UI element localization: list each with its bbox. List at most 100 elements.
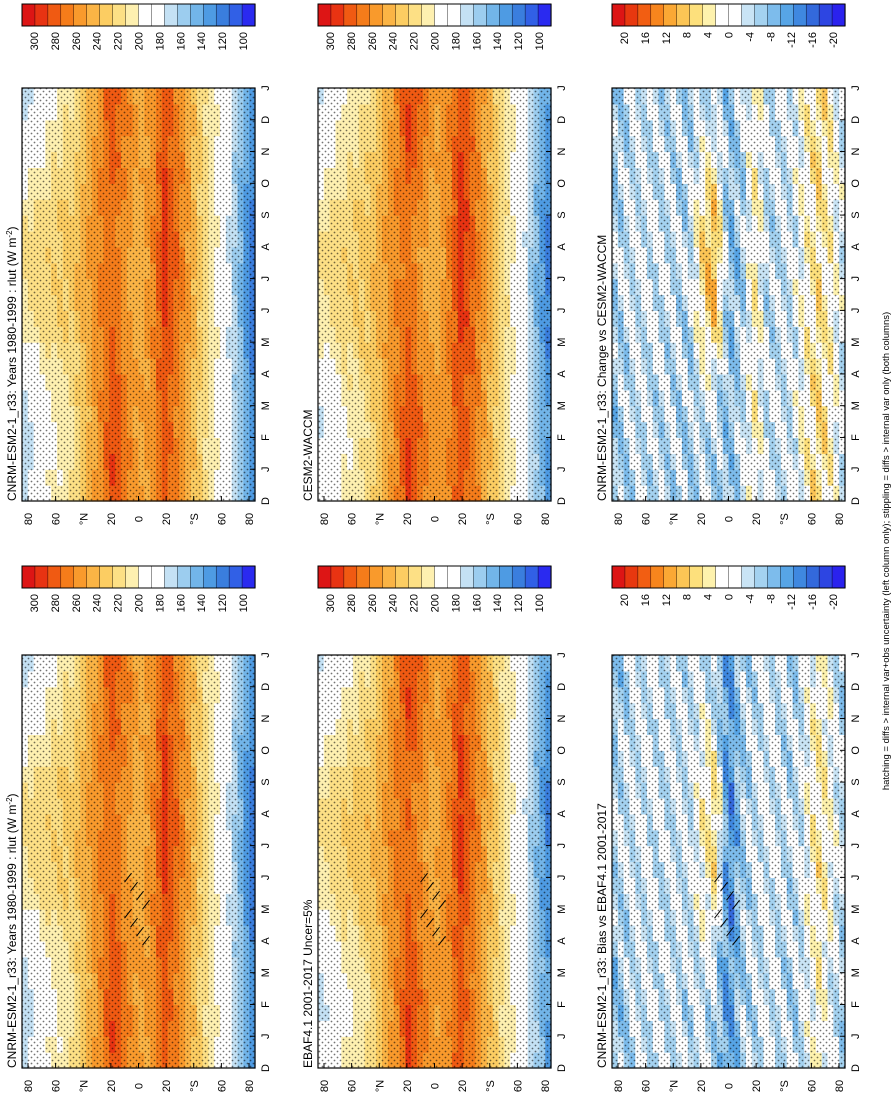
colorbar-swatch [473, 565, 487, 589]
colorbar-swatch [177, 565, 191, 589]
panel-model2: 80 60 °N 20 0 20 °S 60 80DJFMAMJJASONDJCNRM-ESM2… [5, 3, 272, 525]
lat-tick-label: °S [779, 1080, 791, 1092]
colorbar-label: 300 [29, 32, 41, 50]
lat-tick-label: 80 [244, 513, 256, 525]
colorbar-swatch [330, 565, 345, 589]
hatch-mark [136, 926, 144, 937]
month-tick-label: J [260, 875, 272, 881]
month-tick-label: A [260, 937, 272, 945]
colorbar-swatch [650, 565, 665, 589]
lat-tick-label: 20 [751, 1080, 763, 1092]
hatch-mark [142, 935, 150, 946]
colorbar-label: 120 [217, 594, 229, 612]
colorbar: 300 280 260 240 220 200 180 160 140 120 100 [317, 565, 552, 612]
lat-tick-label: 20 [106, 513, 118, 525]
month-tick-label: O [260, 746, 272, 755]
colorbar-swatch [818, 565, 833, 589]
colorbar-swatch [99, 3, 114, 27]
colorbar-label: 16 [640, 594, 652, 606]
hatch-mark [720, 881, 728, 892]
month-tick-label: J [556, 843, 568, 849]
month-tick-label: D [850, 683, 862, 691]
lat-tick-label: 20 [161, 1080, 173, 1092]
colorbar-swatch [60, 565, 75, 589]
panel-title: CNRM-ESM2-1_r33: Years 1980-1999 : rlut … [5, 793, 20, 1068]
lat-tick-label: °S [485, 1080, 497, 1092]
lat-tick-label: 80 [834, 1080, 846, 1092]
month-tick-label: S [260, 778, 272, 785]
colorbar-label: 240 [388, 594, 400, 612]
month-tick-label: J [850, 1033, 862, 1039]
panel-title: EBAF4.1 2001-2017 Uncer=5% [301, 899, 315, 1068]
colorbar-swatch [728, 565, 743, 589]
month-tick-label: S [850, 778, 862, 785]
hatch-mark [438, 899, 446, 910]
lat-tick-label: 0 [134, 1083, 146, 1089]
hatch-mark [426, 917, 434, 928]
month-tick-label: N [556, 715, 568, 723]
colorbar-swatch [663, 565, 678, 589]
colorbar-label: -4 [744, 594, 756, 604]
colorbar-label: 200 [134, 594, 146, 612]
month-tick-label: D [850, 1064, 862, 1072]
colorbar-label: -16 [807, 594, 819, 610]
colorbar-label: 280 [50, 594, 62, 612]
hatch-mark [426, 881, 434, 892]
month-tick-label: J [260, 308, 272, 314]
colorbar-swatch [151, 3, 165, 27]
colorbar-swatch [754, 565, 768, 589]
colorbar-label: 4 [703, 594, 715, 600]
colorbar-swatch [741, 565, 755, 589]
colorbar-swatch [190, 565, 204, 589]
colorbar-frame [21, 3, 256, 27]
colorbar-swatch [138, 3, 153, 27]
lat-tick-label: 60 [216, 1080, 228, 1092]
panel-title-sup: -2 [5, 797, 14, 805]
colorbar-swatch [138, 565, 153, 589]
month-tick-label: O [850, 746, 862, 755]
hatch-mark [726, 890, 734, 901]
month-tick-label: M [556, 905, 568, 914]
colorbar-swatch [34, 3, 49, 27]
lat-tick-label: 20 [161, 513, 173, 525]
hatch-mark [136, 890, 144, 901]
colorbar-label: 0 [724, 594, 736, 600]
colorbar-swatch [805, 565, 820, 589]
month-tick-label: J [260, 652, 272, 658]
month-tick-label: A [556, 937, 568, 945]
panel-model: 80 60 °N 20 0 20 °S 60 80DJFMAMJJASONDJCNRM-ESM2… [5, 565, 272, 1092]
colorbar-label: 120 [513, 594, 525, 612]
colorbar-swatch [21, 3, 36, 27]
hatch-marks [420, 872, 446, 946]
colorbar-swatch [112, 3, 127, 27]
month-tick-label: M [260, 338, 272, 347]
lat-tick-label: 0 [430, 1083, 442, 1089]
month-tick-label: S [556, 778, 568, 785]
colorbar-swatch [676, 565, 691, 589]
colorbar-label: 180 [154, 594, 166, 612]
colorbar-swatch [611, 565, 626, 589]
colorbar-swatch [780, 565, 794, 589]
colorbar-swatch [164, 3, 178, 27]
month-tick-label: J [850, 652, 862, 658]
lat-tick-label: 0 [724, 1083, 736, 1089]
colorbar-label: 140 [196, 32, 208, 50]
lat-tick-label: 20 [696, 1080, 708, 1092]
month-tick-label: M [260, 905, 272, 914]
colorbar-swatch [112, 565, 127, 589]
colorbar: 300 280 260 240 220 200 180 160 140 120 100 [21, 3, 256, 50]
hatch-mark [720, 917, 728, 928]
month-tick-label: M [260, 401, 272, 410]
hatch-mark [714, 872, 722, 883]
lat-tick-label: °N [668, 1080, 680, 1092]
colorbar-label: 180 [154, 32, 166, 50]
panels-layer: 80 60 °N 20 0 20 °S 60 80DJFMAMJJASONDJCNRM-ESM2… [5, 3, 862, 1092]
month-tick-label: N [260, 715, 272, 723]
month-tick-label: D [260, 116, 272, 124]
colorbar-label: 280 [50, 32, 62, 50]
colorbar-frame [317, 565, 552, 589]
colorbar-swatch [86, 565, 101, 589]
lat-tick-label: 80 [540, 1080, 552, 1092]
month-tick-label: A [260, 243, 272, 251]
